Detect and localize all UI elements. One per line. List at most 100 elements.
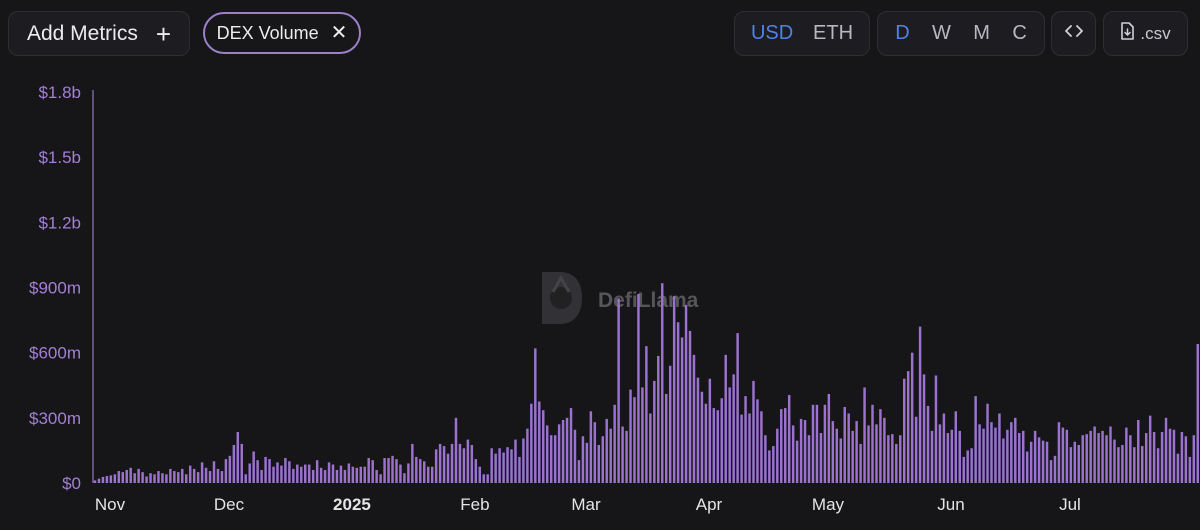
bar: [220, 471, 224, 483]
bar: [173, 471, 176, 483]
bar: [661, 283, 664, 483]
currency-option-eth[interactable]: ETH: [813, 22, 854, 44]
bar: [292, 468, 295, 483]
bar: [538, 401, 541, 483]
bar: [145, 476, 148, 483]
bar: [212, 461, 216, 483]
bar: [478, 466, 482, 483]
bar: [1010, 422, 1013, 483]
bar: [728, 387, 731, 483]
bar: [276, 462, 279, 483]
x-tick-label: Jun: [937, 495, 964, 514]
y-tick-label: $600m: [29, 344, 81, 363]
bar: [1101, 430, 1104, 483]
bar: [676, 322, 680, 483]
x-tick-label: Jul: [1059, 495, 1081, 514]
bar: [1156, 448, 1160, 483]
bar: [137, 468, 140, 483]
period-option-daily[interactable]: D: [895, 22, 910, 44]
bar: [1045, 441, 1049, 483]
bar: [446, 453, 450, 483]
bar: [522, 438, 525, 483]
bar: [942, 413, 946, 483]
bar: [426, 466, 430, 483]
bar: [1073, 441, 1077, 483]
bar: [879, 409, 882, 483]
bar: [1025, 451, 1029, 483]
bar: [549, 435, 553, 483]
bar: [109, 475, 113, 483]
bar: [351, 466, 355, 483]
bar: [760, 411, 763, 483]
bar: [1033, 430, 1037, 483]
bar: [192, 468, 196, 483]
bar: [772, 446, 775, 483]
bar: [1164, 417, 1168, 483]
bar: [272, 466, 275, 483]
bar: [787, 395, 791, 483]
bar: [296, 464, 299, 483]
x-tick-label: Mar: [571, 495, 601, 514]
bar: [327, 462, 331, 483]
bar: [1184, 436, 1188, 483]
bar: [621, 426, 624, 483]
bar: [93, 480, 97, 483]
bar: [855, 421, 858, 483]
x-tick-label: Apr: [696, 495, 723, 514]
bar: [200, 462, 204, 483]
bar: [403, 473, 406, 483]
bar: [704, 403, 708, 483]
bar: [557, 424, 561, 483]
bar: [1077, 444, 1080, 483]
bar: [974, 396, 977, 483]
bar: [399, 464, 402, 483]
metric-chip-dex-volume[interactable]: DEX Volume ✕: [203, 12, 361, 54]
bar: [819, 433, 823, 483]
bar: [165, 474, 168, 483]
bar: [204, 467, 208, 483]
x-tick-label: 2025: [333, 495, 371, 514]
bar: [1002, 438, 1005, 483]
bar: [791, 425, 795, 483]
bar: [1081, 435, 1084, 483]
close-icon[interactable]: ✕: [330, 22, 348, 44]
bar: [1097, 433, 1100, 483]
bar: [692, 354, 696, 483]
bar: [1113, 439, 1116, 483]
y-tick-label: $1.5b: [38, 148, 81, 167]
bar: [1029, 441, 1033, 483]
add-metrics-button[interactable]: Add Metrics +: [8, 11, 190, 56]
period-option-weekly[interactable]: W: [932, 22, 951, 44]
bar: [1105, 435, 1108, 483]
bar: [315, 460, 319, 483]
bar: [700, 391, 704, 483]
currency-option-usd[interactable]: USD: [750, 22, 794, 44]
bar: [958, 430, 961, 483]
embed-button[interactable]: [1051, 11, 1096, 56]
bar: [141, 472, 144, 483]
bar: [450, 443, 454, 483]
bar: [823, 404, 827, 483]
bar: [506, 447, 509, 483]
bar: [1144, 433, 1148, 483]
bar: [653, 380, 656, 483]
bar: [926, 405, 930, 483]
bar: [962, 456, 965, 483]
bar: [994, 427, 997, 483]
bar: [664, 393, 668, 483]
download-csv-button[interactable]: .csv: [1103, 11, 1188, 56]
bar: [542, 410, 545, 483]
y-tick-label: $300m: [29, 409, 81, 428]
bar: [1089, 430, 1092, 483]
bar: [597, 444, 601, 483]
bar: [1014, 417, 1017, 483]
bar-series: [93, 283, 1199, 484]
bar: [371, 460, 374, 483]
period-option-cumulative[interactable]: C: [1012, 22, 1027, 44]
bar: [922, 374, 926, 483]
bar: [185, 474, 188, 483]
period-option-monthly[interactable]: M: [973, 22, 990, 44]
bar: [736, 333, 739, 483]
bar: [486, 474, 489, 483]
